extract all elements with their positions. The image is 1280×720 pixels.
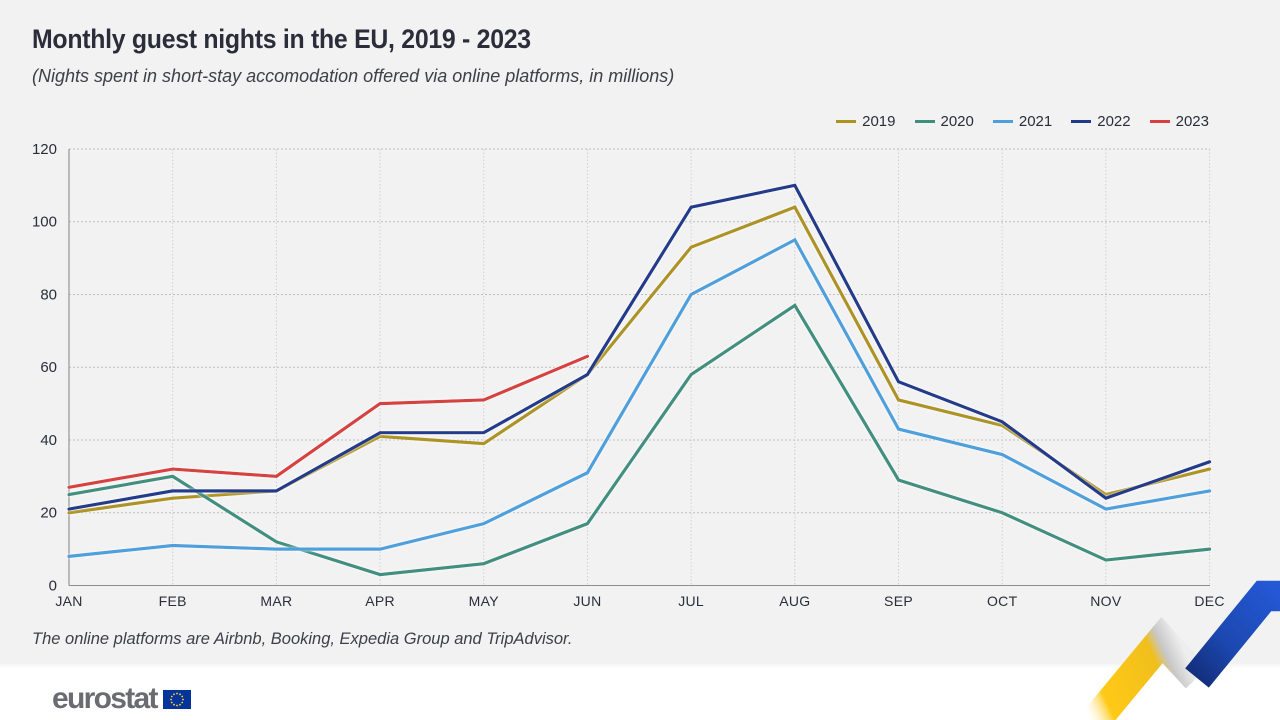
svg-text:80: 80: [40, 286, 57, 303]
svg-text:0: 0: [49, 578, 57, 595]
svg-text:20: 20: [40, 505, 57, 522]
svg-text:120: 120: [32, 141, 57, 158]
svg-text:40: 40: [40, 432, 57, 449]
svg-text:100: 100: [32, 214, 57, 231]
svg-text:60: 60: [40, 359, 57, 376]
